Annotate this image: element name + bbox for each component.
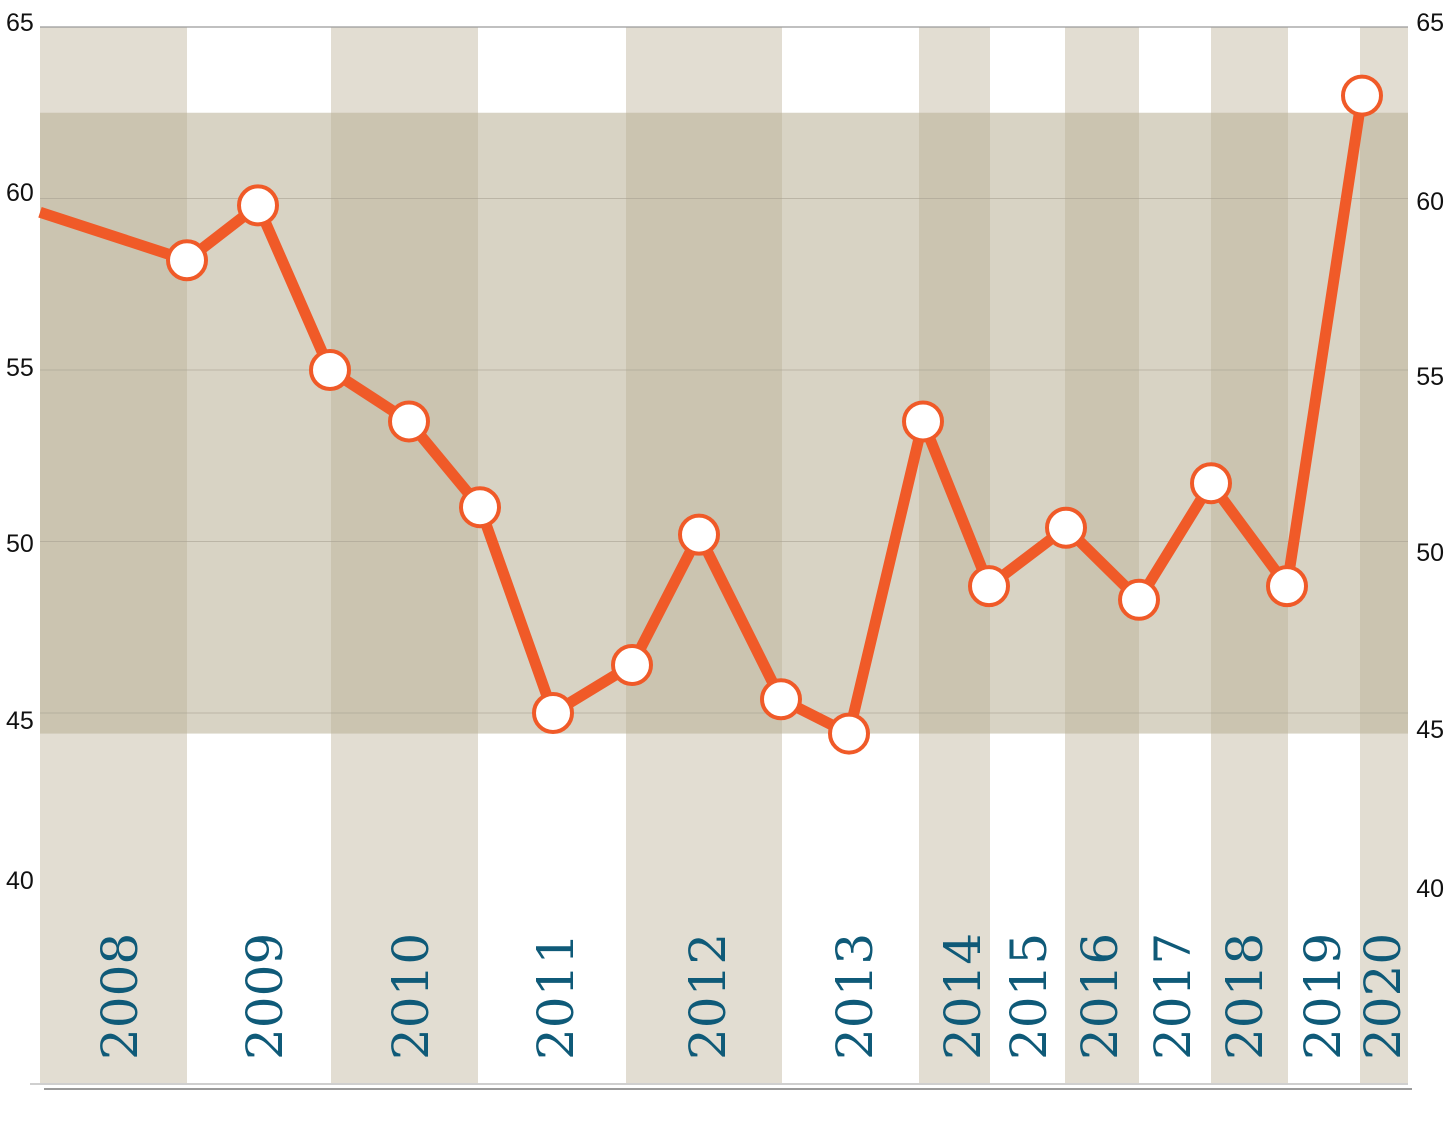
data-point: [1341, 74, 1383, 117]
x-tick-2009: 2009: [236, 933, 294, 1060]
x-tick-2012: 2012: [679, 933, 737, 1060]
y-tick-left-55: 55: [6, 354, 34, 382]
data-point: [1266, 565, 1308, 608]
x-tick-2020: 2020: [1354, 933, 1412, 1060]
y-tick-left-40: 40: [6, 867, 34, 895]
series-line: [38, 94, 1368, 740]
x-tick-2015: 2015: [1000, 933, 1058, 1060]
data-point: [760, 678, 802, 721]
x-tick-2008: 2008: [91, 933, 149, 1060]
data-point: [237, 184, 279, 227]
data-point: [902, 400, 944, 443]
axes: 65 60 55 50 45 40 65 60 55 50 45 40: [6, 9, 1444, 903]
data-point: [968, 565, 1010, 608]
data-point: [611, 643, 653, 686]
year-labels: 2008 2009 2010 2011 2012 2013 2014 2015 2016 2017…: [91, 933, 1412, 1060]
x-tick-2011: 2011: [527, 933, 585, 1060]
data-point: [1190, 462, 1232, 505]
data-point: [388, 400, 430, 443]
y-tick-left-60: 60: [6, 179, 34, 207]
data-point: [828, 712, 870, 755]
x-tick-2019: 2019: [1294, 933, 1352, 1060]
y-tick-left-45: 45: [6, 707, 34, 735]
data-point: [1118, 578, 1160, 621]
gridlines: [30, 26, 1412, 1090]
x-tick-2014: 2014: [934, 933, 992, 1060]
y-tick-right-45: 45: [1416, 716, 1444, 744]
x-tick-2016: 2016: [1071, 933, 1129, 1060]
x-tick-2010: 2010: [382, 933, 440, 1060]
y-tick-left-50: 50: [6, 530, 34, 558]
y-tick-right-40: 40: [1416, 875, 1444, 903]
data-point: [166, 239, 208, 282]
data-point: [309, 349, 351, 391]
data-point: [1045, 506, 1087, 549]
x-tick-2018: 2018: [1216, 933, 1274, 1060]
data-point: [678, 513, 720, 556]
y-tick-right-65: 65: [1416, 9, 1444, 37]
x-tick-2017: 2017: [1144, 933, 1202, 1060]
y-tick-right-60: 60: [1416, 188, 1444, 216]
x-tick-2013: 2013: [826, 933, 884, 1060]
y-tick-right-55: 55: [1416, 363, 1444, 391]
y-tick-right-50: 50: [1416, 539, 1444, 567]
data-point: [459, 486, 501, 529]
y-tick-left-65: 65: [6, 9, 34, 37]
data-series: [38, 74, 1383, 755]
data-point: [532, 692, 574, 734]
